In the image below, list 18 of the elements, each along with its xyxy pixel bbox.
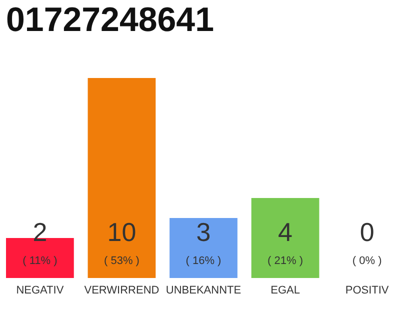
annotation: ( 16% ) xyxy=(186,255,222,267)
annotation: ( 53% ) xyxy=(104,255,140,267)
data-label: 4 xyxy=(278,217,293,247)
data-label: 3 xyxy=(196,217,211,247)
x-tick-label: UNBEKANNTE xyxy=(166,284,242,296)
bar xyxy=(88,78,156,278)
bar xyxy=(170,218,238,278)
x-tick-label: POSITIV xyxy=(345,284,390,296)
data-label: 10 xyxy=(107,217,136,247)
bar xyxy=(251,198,320,278)
data-label: 0 xyxy=(360,217,374,247)
x-tick-label: EGAL xyxy=(270,284,300,296)
annotation: ( 11% ) xyxy=(22,255,58,267)
annotation: ( 21% ) xyxy=(268,255,304,267)
x-tick-label: VERWIRREND xyxy=(84,284,160,296)
chart-title: 01727248641 xyxy=(6,1,214,39)
x-tick-label: NEGATIV xyxy=(16,284,64,296)
annotation: ( 0% ) xyxy=(352,255,382,267)
